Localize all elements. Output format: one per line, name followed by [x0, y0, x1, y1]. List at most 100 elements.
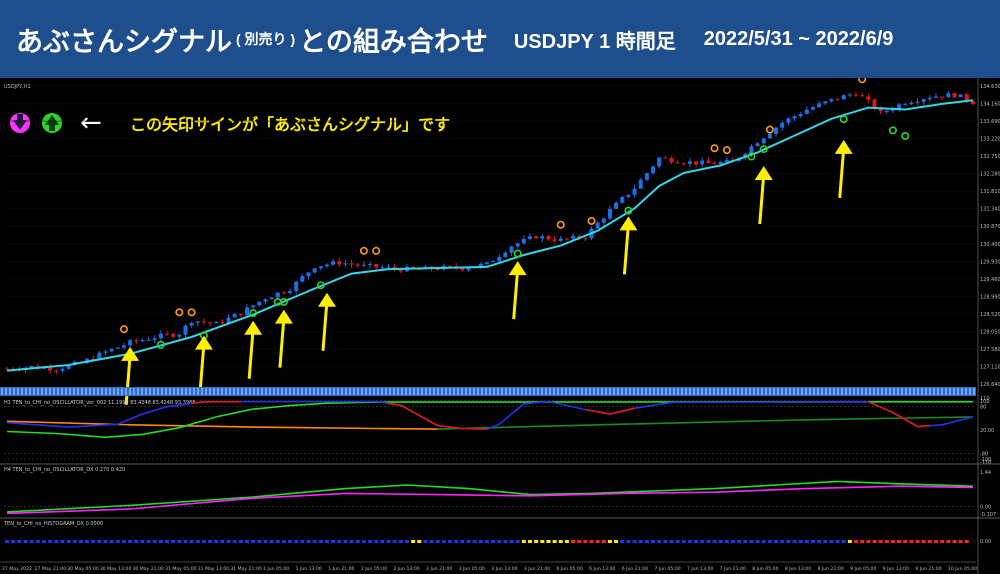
histogram-bar — [761, 540, 766, 543]
buy-signal-marker — [249, 309, 258, 318]
histogram-bar — [257, 540, 262, 543]
histogram-bar — [337, 540, 342, 543]
histogram-bar — [897, 540, 902, 543]
annotation-yellow-arrow — [508, 261, 527, 320]
histogram-bar — [903, 540, 908, 543]
candle-body — [361, 264, 366, 266]
candle-body — [675, 162, 680, 164]
sell-signal-marker — [587, 216, 596, 225]
candle-body — [817, 103, 822, 108]
histogram-bar — [491, 540, 496, 543]
histogram-bar — [866, 540, 871, 543]
sell-signal-marker — [175, 308, 184, 317]
arrow-head — [317, 292, 336, 307]
annotation-yellow-arrow — [619, 216, 638, 275]
candle-body — [564, 238, 569, 240]
title-main: あぶさんシグナル — [16, 26, 232, 57]
chart-area: USDJPY,H1 ← この矢印サインが「あぶさんシグナル」です 134.630… — [0, 78, 1000, 574]
histogram-bar — [521, 540, 526, 543]
arrow-shaft — [247, 328, 255, 379]
candle-body — [872, 99, 877, 110]
price-tick-label: 133.220 — [980, 137, 1000, 143]
candles — [5, 90, 975, 375]
oscillator-tick-label: 110 — [980, 396, 990, 402]
histogram-bar — [583, 540, 588, 543]
candle-body — [601, 218, 606, 223]
oscillator-tick-label: -110 — [980, 460, 991, 466]
histogram-bar — [85, 540, 90, 543]
sell-signal-marker — [710, 144, 719, 153]
histogram-bar — [478, 540, 483, 543]
time-tick-label: 1 Jun 13:00 — [296, 566, 322, 572]
histogram-bar — [509, 540, 514, 543]
histogram-label: TEN_to_CHI_no_HISTOGRAM_DX 0.0000 — [3, 521, 103, 527]
histogram-bar — [767, 540, 772, 543]
time-tick-label: 6 Jun 05:00 — [557, 566, 583, 572]
histogram-bar — [435, 540, 440, 543]
histogram-bar — [165, 540, 170, 543]
candle-body — [263, 299, 268, 302]
candle-body — [774, 127, 779, 134]
candle-body — [946, 93, 951, 98]
histogram-bar — [177, 540, 182, 543]
candle-body — [706, 160, 711, 164]
candle-body — [657, 157, 662, 167]
histogram-bar — [380, 540, 385, 543]
time-tick-label: 31 May 05:00 — [165, 566, 197, 572]
time-tick-label: 30 May 13:00 — [100, 566, 132, 572]
histogram-bar — [48, 540, 53, 543]
candle-body — [491, 261, 496, 263]
candle-body — [620, 196, 625, 203]
buy-signal-marker — [513, 249, 522, 258]
histogram-bar — [909, 540, 914, 543]
candle-body — [964, 94, 969, 101]
histogram-bar — [964, 540, 969, 543]
candle-body — [546, 236, 551, 240]
histogram-bar — [103, 540, 108, 543]
dx-tick-label: -0.307 — [980, 512, 996, 518]
buy-signal-marker — [759, 145, 768, 154]
histogram-tick-label: 0.00 — [980, 539, 991, 545]
histogram-bar — [927, 540, 932, 543]
arrow-head — [754, 165, 773, 180]
candle-body — [208, 322, 213, 324]
price-tick-label: 131.340 — [980, 207, 1000, 213]
candle-body — [718, 161, 723, 165]
candle-body — [226, 317, 231, 323]
price-tick-label: 127.110 — [980, 364, 1000, 370]
sell-signal-marker — [119, 325, 128, 334]
candle-body — [614, 202, 619, 209]
histogram-bar — [915, 540, 920, 543]
time-tick-label: 7 Jun 05:00 — [654, 566, 680, 572]
time-tick-label: 8 Jun 21:00 — [818, 566, 844, 572]
oscillator-red-segment — [191, 400, 241, 405]
time-tick-label: 2 Jun 05:00 — [361, 566, 387, 572]
arrow-shaft — [512, 268, 520, 320]
candle-body — [288, 291, 293, 293]
candle-body — [577, 235, 582, 239]
histogram-bar — [804, 540, 809, 543]
histogram-bar — [331, 540, 336, 543]
histogram-bar — [324, 540, 329, 543]
annotation-yellow-arrow — [834, 139, 853, 198]
histogram-bar — [72, 540, 77, 543]
histogram-bar — [121, 540, 126, 543]
histogram-bar — [232, 540, 237, 543]
histogram-bar — [534, 540, 539, 543]
candle-body — [644, 173, 649, 180]
histogram-bar — [294, 540, 299, 543]
histogram-bar — [786, 540, 791, 543]
histogram-bar — [460, 540, 465, 543]
histogram-bar — [60, 540, 65, 543]
arrow-shaft — [838, 147, 846, 198]
arrow-shaft — [321, 300, 329, 351]
candle-body — [860, 95, 865, 97]
candle-body — [663, 157, 668, 159]
annotation-yellow-arrow — [754, 165, 773, 225]
date-range: 2022/5/31 ~ 2022/6/9 — [703, 27, 894, 50]
dx-tick-label: 0.00 — [980, 505, 991, 511]
histogram-bar — [349, 540, 354, 543]
buy-signal-marker — [279, 297, 288, 306]
buy-signal-marker — [901, 132, 910, 141]
histogram-bar — [614, 540, 619, 543]
